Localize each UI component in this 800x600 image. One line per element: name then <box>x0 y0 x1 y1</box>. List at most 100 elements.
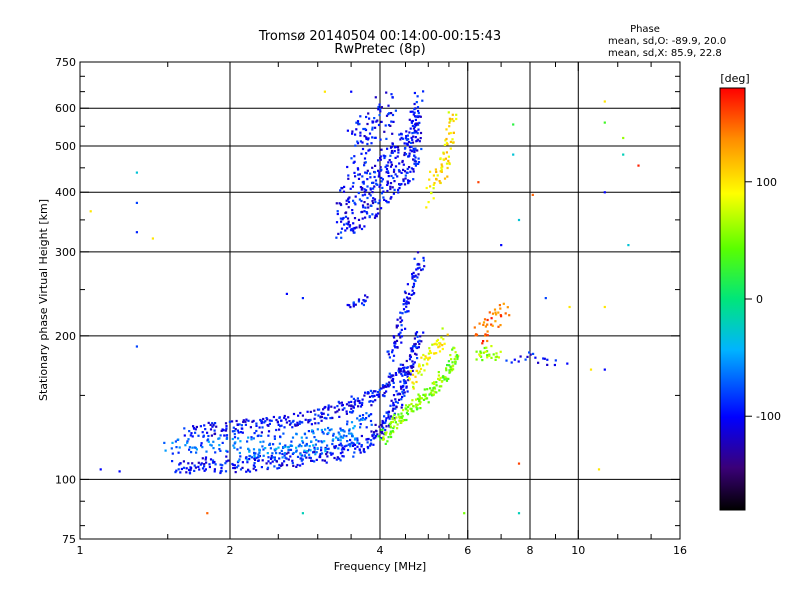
echo-marker <box>313 417 316 420</box>
y-tick-label: 750 <box>55 56 76 69</box>
echo-marker <box>407 140 411 144</box>
echo-marker <box>419 115 422 118</box>
echo-marker <box>208 463 211 466</box>
echo-marker <box>390 163 393 166</box>
echo-marker <box>278 466 281 469</box>
echo-marker <box>405 135 408 138</box>
echo-marker <box>197 465 200 468</box>
echo-marker <box>253 432 256 435</box>
echo-marker <box>369 389 372 392</box>
echo-marker <box>206 431 209 434</box>
echo-marker <box>422 353 425 357</box>
echo-marker <box>374 136 377 139</box>
echo-marker <box>374 96 377 99</box>
echo-marker <box>341 187 344 190</box>
echo-marker <box>392 354 396 357</box>
echo-marker <box>411 360 414 363</box>
echo-marker <box>473 326 476 329</box>
echo-marker <box>372 400 375 403</box>
echo-marker <box>393 150 396 153</box>
echo-marker <box>363 190 366 193</box>
echo-marker <box>439 181 442 184</box>
echo-marker <box>553 363 556 367</box>
echo-marker <box>455 113 458 116</box>
echo-marker <box>197 434 200 437</box>
echo-marker <box>355 226 358 229</box>
echo-marker <box>209 443 212 446</box>
echo-marker <box>366 438 369 441</box>
echo-marker <box>299 453 302 456</box>
echo-marker <box>415 140 418 143</box>
echo-marker <box>247 447 250 451</box>
echo-marker <box>379 166 382 169</box>
echo-marker <box>429 185 432 188</box>
echo-marker <box>362 450 365 453</box>
echo-marker <box>389 426 392 429</box>
colorbar-gradient <box>719 87 746 511</box>
echo-marker <box>266 466 270 469</box>
echo-marker <box>528 351 531 354</box>
echo-marker <box>346 420 349 423</box>
echo-marker <box>482 323 485 326</box>
echo-marker <box>347 401 350 404</box>
echo-marker <box>322 408 325 411</box>
echo-marker <box>420 340 423 343</box>
echo-marker <box>387 175 390 178</box>
echo-marker <box>410 410 413 413</box>
echo-marker <box>311 429 314 432</box>
echo-marker <box>252 437 255 440</box>
echo-marker <box>337 400 340 403</box>
echo-marker <box>396 146 400 149</box>
echo-marker <box>234 428 237 431</box>
echo-marker <box>260 434 263 437</box>
echo-marker <box>294 424 297 427</box>
echo-marker <box>241 431 244 434</box>
echo-marker <box>336 212 339 216</box>
echo-marker <box>388 383 391 386</box>
echo-marker <box>361 147 365 151</box>
echo-marker <box>428 347 431 350</box>
echo-marker <box>400 341 403 344</box>
echo-marker <box>245 418 248 421</box>
echo-marker <box>403 394 406 397</box>
echo-marker <box>402 137 405 140</box>
echo-marker <box>397 191 400 194</box>
echo-marker <box>544 297 547 300</box>
echo-marker <box>350 395 353 398</box>
echo-marker <box>220 469 223 473</box>
echo-marker <box>494 320 497 323</box>
echo-marker <box>400 417 404 420</box>
echo-marker <box>352 397 355 400</box>
echo-marker <box>433 352 436 355</box>
echo-marker <box>431 343 434 346</box>
echo-marker <box>278 463 281 467</box>
echo-marker <box>381 432 384 435</box>
echo-marker <box>420 268 423 272</box>
echo-marker <box>285 464 289 467</box>
echo-marker <box>379 110 382 113</box>
echo-marker <box>185 471 188 474</box>
echo-marker <box>365 438 368 441</box>
echo-marker <box>406 409 409 412</box>
echo-marker <box>201 446 204 449</box>
echo-marker <box>404 137 408 140</box>
echo-marker <box>415 124 418 127</box>
echo-marker <box>444 157 447 160</box>
echo-marker <box>339 427 342 430</box>
echo-marker <box>193 464 196 467</box>
echo-marker <box>432 197 435 200</box>
echo-marker <box>429 387 432 390</box>
echo-marker <box>334 411 337 414</box>
echo-marker <box>402 388 405 391</box>
echo-marker <box>336 437 340 440</box>
echo-marker <box>394 156 397 159</box>
echo-marker <box>432 183 435 186</box>
x-tick-label: 16 <box>673 544 687 557</box>
echo-marker <box>425 186 428 190</box>
echo-marker <box>396 423 399 426</box>
echo-marker <box>417 372 420 375</box>
echo-marker <box>237 431 240 434</box>
echo-marker <box>330 405 333 408</box>
echo-marker <box>281 456 284 459</box>
echo-marker <box>411 277 414 280</box>
